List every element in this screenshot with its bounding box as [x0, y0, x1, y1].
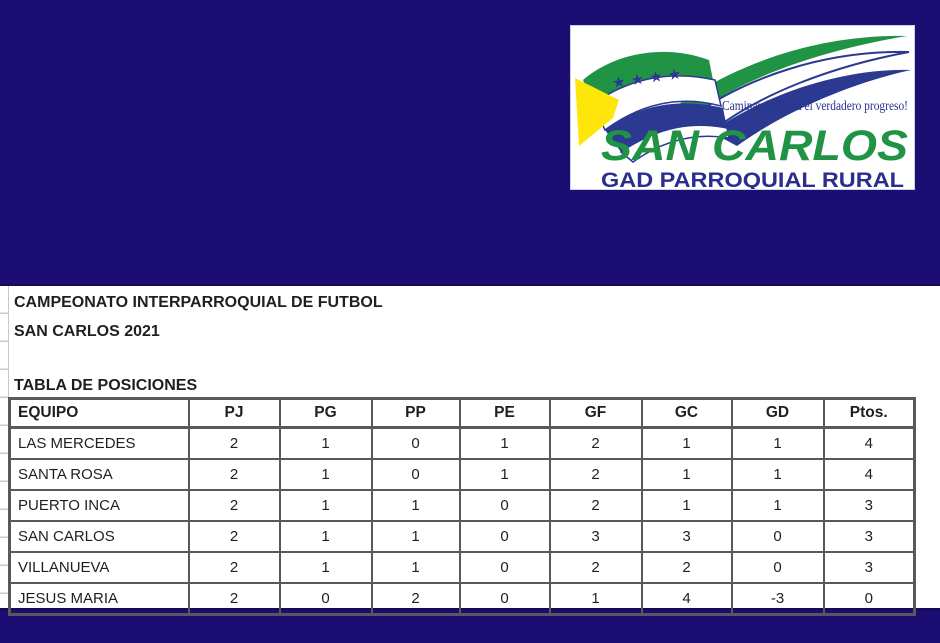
stat-cell: 0 — [370, 426, 461, 460]
stat-cell: 1 — [278, 489, 373, 522]
flag-white-band-left — [592, 75, 723, 132]
stat-cell: 1 — [458, 458, 551, 491]
stat-cell: 2 — [187, 489, 281, 522]
table-row: JESUS MARIA 2 0 2 0 1 4 -3 0 — [8, 582, 916, 616]
stat-cell: 2 — [187, 520, 281, 553]
header-cell-gf: GF — [548, 397, 643, 429]
stat-cell: 3 — [822, 551, 916, 584]
stat-cell: 3 — [640, 520, 733, 553]
championship-subtitle: SAN CARLOS 2021 — [14, 323, 160, 340]
flag-yellow-triangle — [575, 78, 619, 146]
stat-cell: 1 — [370, 520, 461, 553]
team-name-cell: VILLANUEVA — [8, 551, 190, 584]
table-row: SAN CARLOS 2 1 1 0 3 3 0 3 — [8, 520, 916, 553]
header-row: EQUIPO PJ PG PP PE GF GC GD Ptos. — [8, 397, 916, 429]
team-name-cell: PUERTO INCA — [8, 489, 190, 522]
standings-table-title: TABLA DE POSICIONES — [14, 377, 198, 394]
standings-table: EQUIPO PJ PG PP PE GF GC GD Ptos. LAS ME… — [8, 397, 916, 616]
stat-cell: 2 — [548, 458, 643, 491]
stat-cell: 3 — [822, 520, 916, 553]
stat-cell: 2 — [548, 426, 643, 460]
stat-cell: 2 — [187, 551, 281, 584]
stat-cell: 1 — [370, 551, 461, 584]
table-row: PUERTO INCA 2 1 1 0 2 1 1 3 — [8, 489, 916, 522]
stat-cell: 1 — [370, 489, 461, 522]
stat-cell: 1 — [640, 458, 733, 491]
stat-cell: 2 — [640, 551, 733, 584]
header-cell-pe: PE — [458, 397, 551, 429]
logo-title: SAN CARLOS — [601, 122, 908, 170]
san-carlos-logo: ★ ★ ★ ★ Caminando hacia el verdadero pro… — [570, 25, 915, 190]
stat-cell: 0 — [458, 489, 551, 522]
header-cell-gc: GC — [640, 397, 733, 429]
team-name-cell: SANTA ROSA — [8, 458, 190, 491]
stat-cell: 0 — [370, 458, 461, 491]
flag-blue-band-left — [605, 103, 727, 152]
stat-cell: 1 — [278, 520, 373, 553]
stat-cell: 0 — [730, 551, 825, 584]
stat-cell: 2 — [187, 458, 281, 491]
table-row: VILLANUEVA 2 1 1 0 2 2 0 3 — [8, 551, 916, 584]
stat-cell: 1 — [730, 426, 825, 460]
stat-cell: 0 — [278, 582, 373, 616]
team-name-cell: JESUS MARIA — [8, 582, 190, 616]
stat-cell: 1 — [640, 426, 733, 460]
logo-tagline: Caminando hacia el verdadero progreso! — [722, 98, 908, 113]
header-cell-pg: PG — [278, 397, 373, 429]
logo-graphic: ★ ★ ★ ★ Caminando hacia el verdadero pro… — [575, 35, 911, 189]
stat-cell: 0 — [730, 520, 825, 553]
stat-cell: 3 — [822, 489, 916, 522]
stat-cell: 1 — [640, 489, 733, 522]
stat-cell: 4 — [640, 582, 733, 616]
stat-cell: 4 — [822, 458, 916, 491]
stat-cell: 2 — [187, 426, 281, 460]
stat-cell: 1 — [548, 582, 643, 616]
stat-cell: 3 — [548, 520, 643, 553]
header-cell-equipo: EQUIPO — [8, 397, 190, 429]
stat-cell: 0 — [458, 551, 551, 584]
stat-cell: 1 — [278, 426, 373, 460]
stat-cell: 2 — [370, 582, 461, 616]
header-cell-gd: GD — [730, 397, 825, 429]
header-cell-ptos: Ptos. — [822, 397, 916, 429]
stat-cell: 1 — [730, 458, 825, 491]
stat-cell: 1 — [278, 551, 373, 584]
championship-title: CAMPEONATO INTERPARROQUIAL DE FUTBOL — [14, 294, 383, 311]
stat-cell: 0 — [458, 520, 551, 553]
header-cell-pj: PJ — [187, 397, 281, 429]
stat-cell: 2 — [548, 489, 643, 522]
stat-cell: 1 — [458, 426, 551, 460]
stat-cell: 2 — [187, 582, 281, 616]
flag-white-sliver — [619, 124, 730, 163]
table-row: LAS MERCEDES 2 1 0 1 2 1 1 4 — [8, 426, 916, 460]
stat-cell: 0 — [822, 582, 916, 616]
team-name-cell: LAS MERCEDES — [8, 426, 190, 460]
team-name-cell: SAN CARLOS — [8, 520, 190, 553]
stat-cell: 1 — [730, 489, 825, 522]
stat-cell: 4 — [822, 426, 916, 460]
header-cell-pp: PP — [370, 397, 461, 429]
flag-blue-swoosh — [711, 69, 911, 146]
stat-cell: 0 — [458, 582, 551, 616]
logo-subtitle: GAD PARROQUIAL RURAL — [601, 169, 904, 189]
stat-cell: 2 — [548, 551, 643, 584]
flag-green-band-left — [583, 51, 713, 104]
stat-cell: -3 — [730, 582, 825, 616]
table-row: SANTA ROSA 2 1 0 1 2 1 1 4 — [8, 458, 916, 491]
stat-cell: 1 — [278, 458, 373, 491]
